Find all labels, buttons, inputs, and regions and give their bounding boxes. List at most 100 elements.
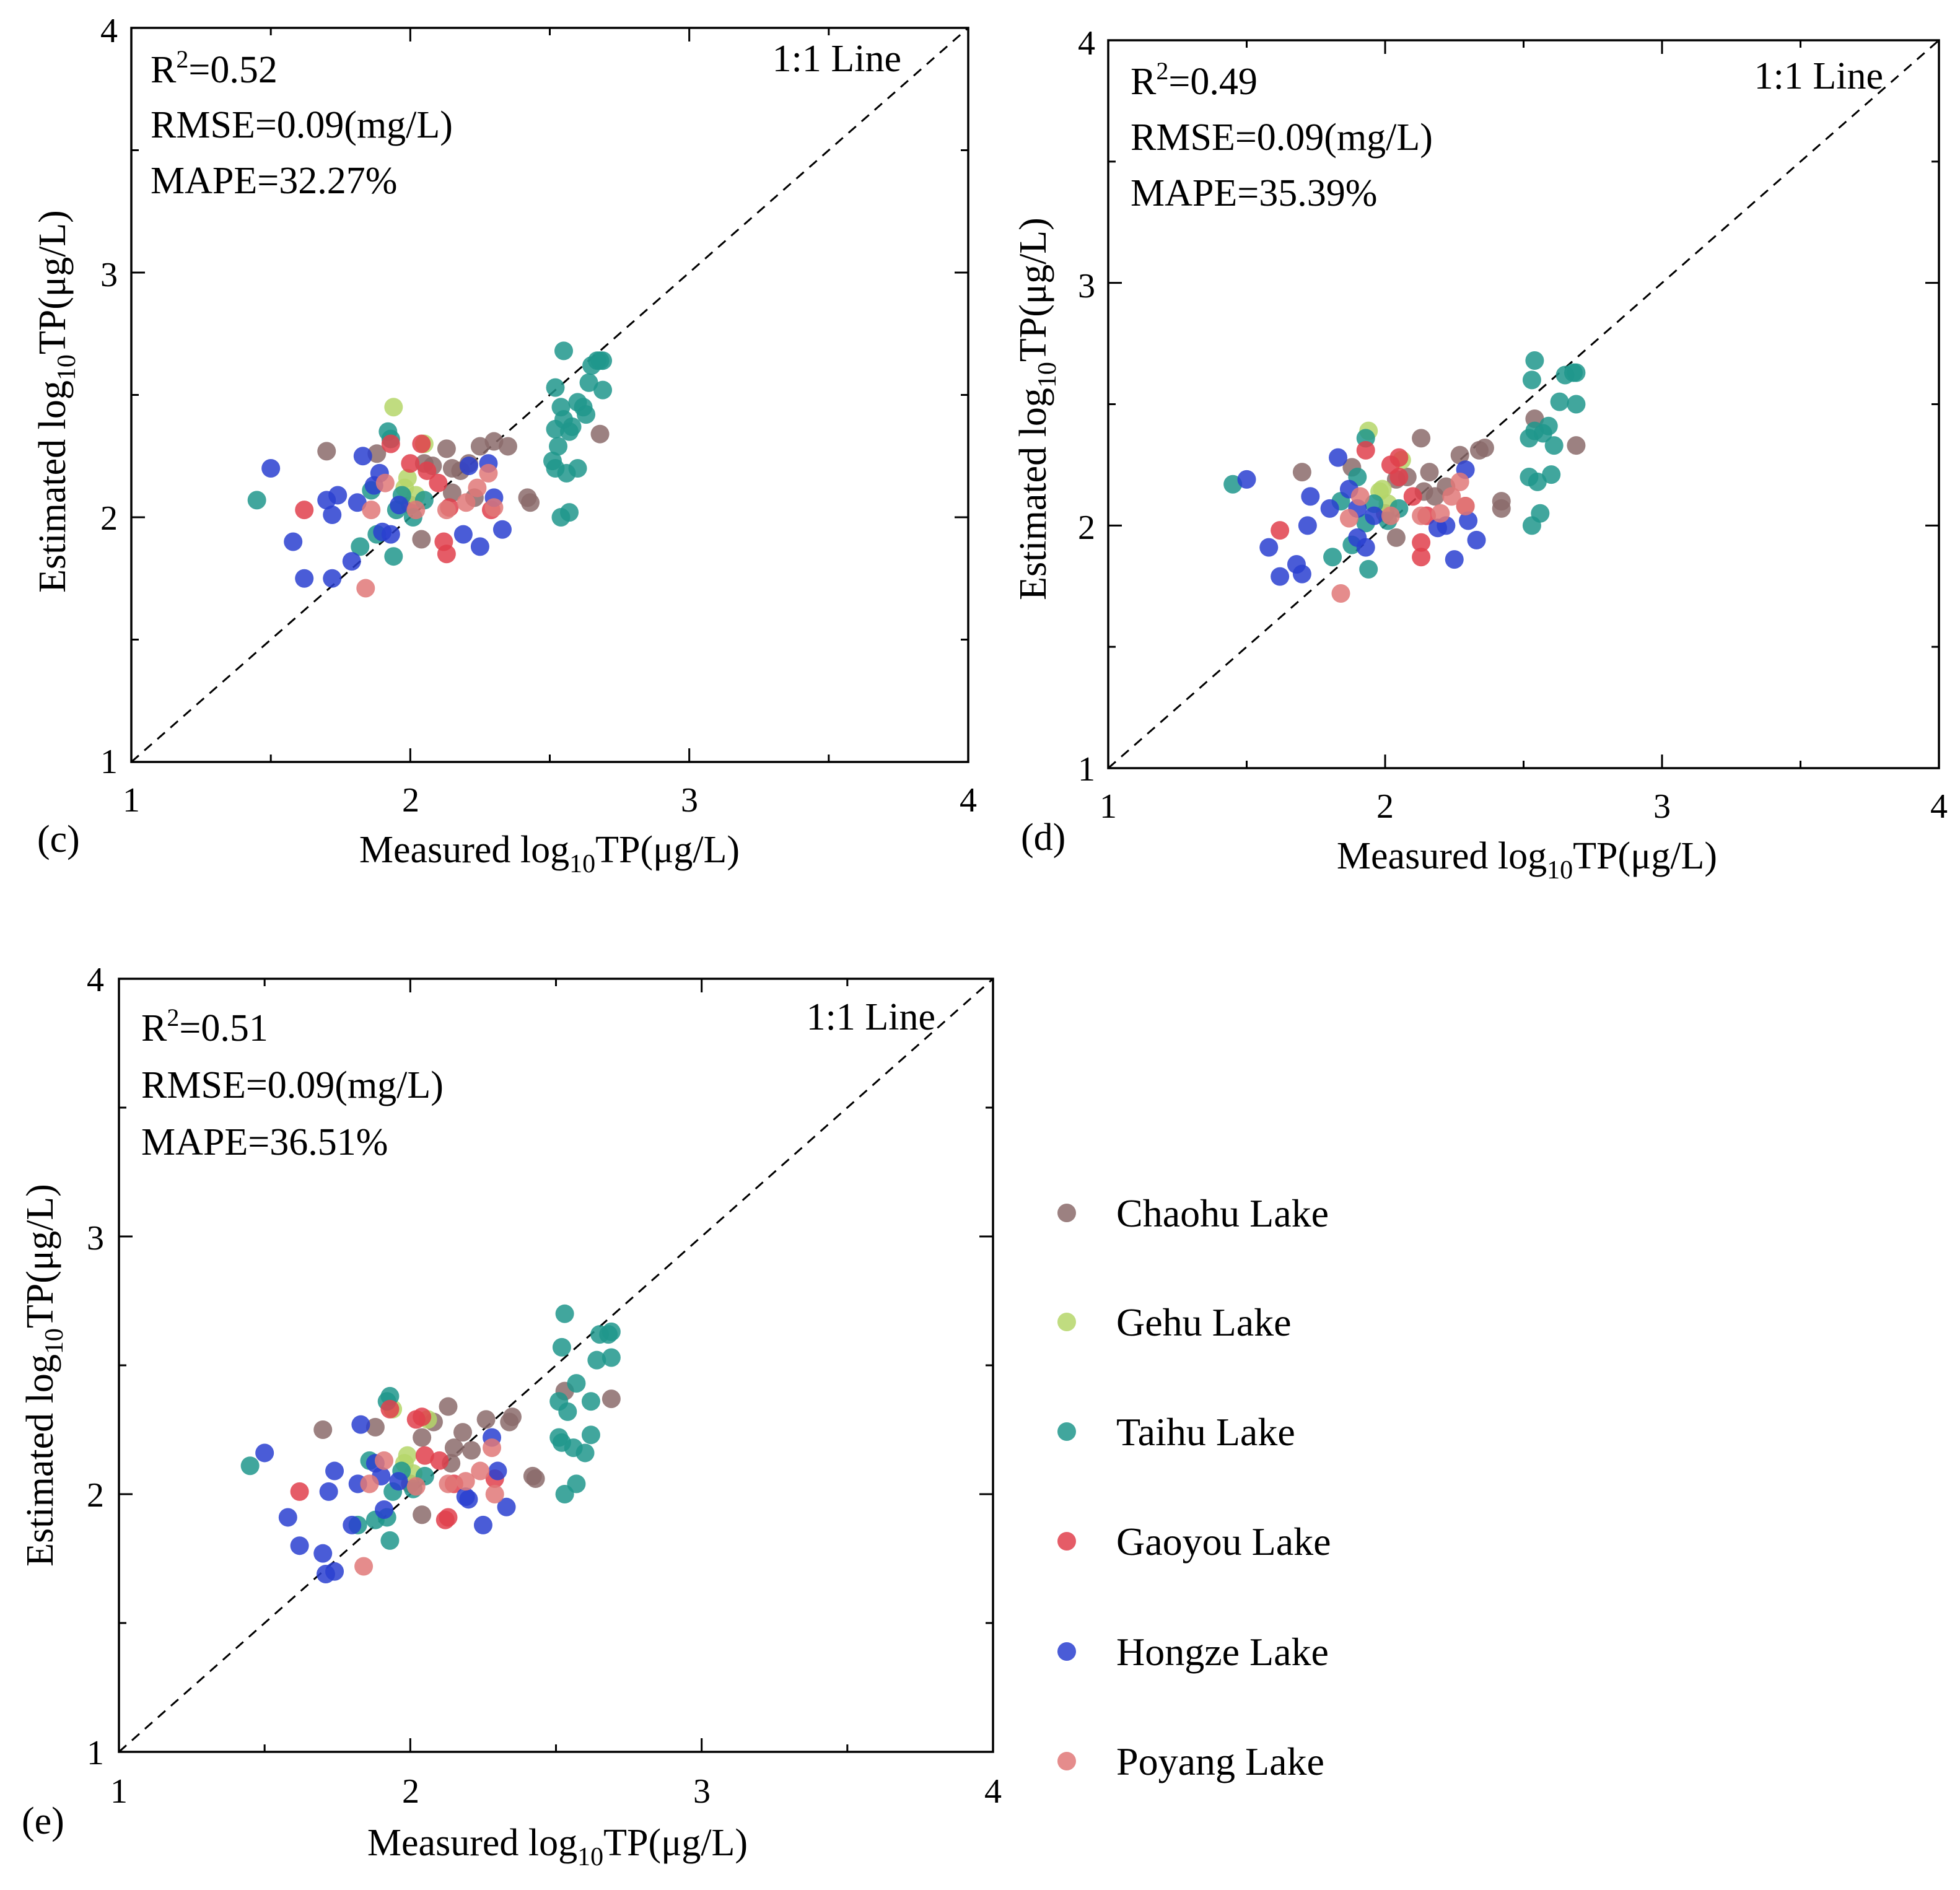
plot-area-d bbox=[1107, 39, 1940, 769]
point-poyang-lake-c bbox=[406, 501, 426, 520]
point-taihu-lake-c bbox=[577, 405, 596, 424]
point-hongze-lake-c bbox=[261, 459, 281, 478]
point-chaohu-lake-d bbox=[1386, 528, 1406, 547]
panel-label-d: (d) bbox=[1021, 816, 1065, 859]
point-taihu-lake-c bbox=[593, 351, 613, 370]
point-chaohu-lake-c bbox=[437, 439, 456, 458]
r2-stat-c: R2=0.52 bbox=[151, 45, 278, 91]
legend-item-chaohu-lake: Chaohu Lake bbox=[1057, 1191, 1329, 1235]
point-poyang-lake-d bbox=[1431, 504, 1450, 523]
point-chaohu-lake-c bbox=[484, 432, 504, 451]
y-tick-d-2: 2 bbox=[1078, 509, 1095, 547]
point-taihu-lake-e bbox=[587, 1350, 606, 1370]
legend-label-taihu-lake: Taihu Lake bbox=[1116, 1410, 1295, 1454]
x-axis-label-d: Measured log10TP(μg/L) bbox=[1337, 835, 1717, 885]
plot-frame-e bbox=[118, 978, 994, 1753]
point-taihu-lake-c bbox=[384, 547, 403, 566]
panel-e: R2=0.51 RMSE=0.09(mg/L) MAPE=36.51% 1:1 … bbox=[19, 961, 1002, 1871]
point-chaohu-lake-e bbox=[413, 1428, 432, 1447]
point-hongze-lake-d bbox=[1445, 550, 1464, 569]
point-taihu-lake-d bbox=[1522, 370, 1541, 390]
one-to-one-line-d bbox=[1108, 39, 1940, 769]
point-chaohu-lake-c bbox=[367, 444, 387, 463]
mape-stat-e: MAPE=36.51% bbox=[141, 1121, 388, 1163]
legend-label-poyang-lake: Poyang Lake bbox=[1116, 1739, 1324, 1783]
point-hongze-lake-e bbox=[459, 1490, 478, 1509]
y-axis-label-d: Estimated log10TP(μg/L) bbox=[1012, 217, 1062, 600]
legend-marker-hongze-lake bbox=[1057, 1642, 1076, 1661]
x-tick-d-1: 1 bbox=[1100, 787, 1117, 826]
point-hongze-lake-d bbox=[1298, 516, 1317, 535]
y-tick-c-4: 4 bbox=[100, 12, 118, 50]
point-chaohu-lake-c bbox=[442, 483, 462, 502]
point-gaoyou-lake-e bbox=[380, 1399, 400, 1419]
point-hongze-lake-d bbox=[1320, 499, 1339, 518]
legend-marker-gehu-lake bbox=[1057, 1313, 1076, 1331]
point-poyang-lake-c bbox=[356, 579, 375, 598]
legend-item-gehu-lake: Gehu Lake bbox=[1057, 1300, 1292, 1344]
rmse-stat-c: RMSE=0.09(mg/L) bbox=[151, 104, 453, 146]
y-tick-c-3: 3 bbox=[100, 256, 118, 294]
y-axis-label-e: Estimated log10TP(μg/L) bbox=[19, 1184, 69, 1567]
point-hongze-lake-c bbox=[295, 569, 314, 588]
point-gaoyou-lake-c bbox=[401, 454, 420, 473]
point-poyang-lake-e bbox=[485, 1485, 504, 1503]
point-poyang-lake-e bbox=[354, 1557, 374, 1576]
point-gaoyou-lake-d bbox=[1389, 468, 1409, 486]
r2-stat-e: R2=0.51 bbox=[141, 1004, 268, 1049]
legend-item-taihu-lake: Taihu Lake bbox=[1057, 1410, 1295, 1454]
point-chaohu-lake-e bbox=[526, 1469, 545, 1489]
point-taihu-lake-d bbox=[1531, 504, 1550, 523]
point-chaohu-lake-d bbox=[1412, 429, 1431, 448]
point-gehu-lake-d bbox=[1373, 479, 1392, 499]
point-gaoyou-lake-e bbox=[415, 1446, 434, 1465]
plot-frame-d bbox=[1107, 39, 1940, 769]
point-hongze-lake-c bbox=[453, 525, 473, 544]
one-to-one-line-e bbox=[118, 978, 994, 1753]
mape-stat-d: MAPE=35.39% bbox=[1131, 172, 1377, 214]
point-taihu-lake-d bbox=[1528, 472, 1547, 491]
point-gaoyou-lake-d bbox=[1412, 533, 1431, 552]
point-taihu-lake-c bbox=[549, 437, 568, 456]
point-taihu-lake-d bbox=[1542, 465, 1561, 484]
plot-area-e bbox=[118, 978, 994, 1753]
point-taihu-lake-c bbox=[568, 459, 587, 478]
point-hongze-lake-d bbox=[1301, 487, 1320, 506]
point-hongze-lake-c bbox=[390, 496, 409, 515]
legend-marker-gaoyou-lake bbox=[1057, 1532, 1076, 1551]
legend-label-chaohu-lake: Chaohu Lake bbox=[1116, 1191, 1329, 1235]
point-chaohu-lake-c bbox=[470, 437, 489, 456]
point-chaohu-lake-c bbox=[412, 530, 431, 549]
x-tick-d-3: 3 bbox=[1653, 787, 1671, 826]
point-hongze-lake-d bbox=[1237, 470, 1256, 489]
point-hongze-lake-c bbox=[323, 569, 342, 588]
x-axis-label-e: Measured log10TP(μg/L) bbox=[367, 1822, 748, 1871]
point-gaoyou-lake-c bbox=[429, 473, 448, 492]
point-chaohu-lake-e bbox=[602, 1389, 621, 1409]
point-chaohu-lake-e bbox=[413, 1505, 432, 1525]
point-chaohu-lake-e bbox=[462, 1441, 481, 1460]
point-poyang-lake-e bbox=[483, 1438, 502, 1458]
point-poyang-lake-e bbox=[406, 1477, 426, 1496]
point-chaohu-lake-e bbox=[502, 1407, 522, 1427]
point-hongze-lake-e bbox=[325, 1562, 344, 1581]
point-poyang-lake-e bbox=[375, 1451, 394, 1470]
point-hongze-lake-d bbox=[1271, 567, 1290, 586]
point-taihu-lake-c bbox=[593, 380, 613, 400]
y-tick-e-3: 3 bbox=[87, 1219, 104, 1258]
point-hongze-lake-d bbox=[1259, 538, 1279, 557]
point-gaoyou-lake-e bbox=[430, 1451, 449, 1470]
point-hongze-lake-d bbox=[1329, 448, 1348, 467]
y-tick-e-4: 4 bbox=[87, 961, 104, 999]
point-poyang-lake-d bbox=[1350, 487, 1370, 506]
point-gaoyou-lake-d bbox=[1271, 521, 1290, 540]
x-tick-c-2: 2 bbox=[402, 781, 419, 820]
point-taihu-lake-e bbox=[567, 1374, 586, 1393]
panel-label-e: (e) bbox=[22, 1800, 64, 1842]
point-poyang-lake-c bbox=[468, 478, 487, 497]
point-taihu-lake-e bbox=[581, 1425, 600, 1445]
point-hongze-lake-d bbox=[1365, 506, 1384, 525]
point-taihu-lake-e bbox=[602, 1348, 621, 1367]
point-taihu-lake-c bbox=[562, 417, 582, 436]
rmse-stat-d: RMSE=0.09(mg/L) bbox=[1131, 116, 1433, 159]
